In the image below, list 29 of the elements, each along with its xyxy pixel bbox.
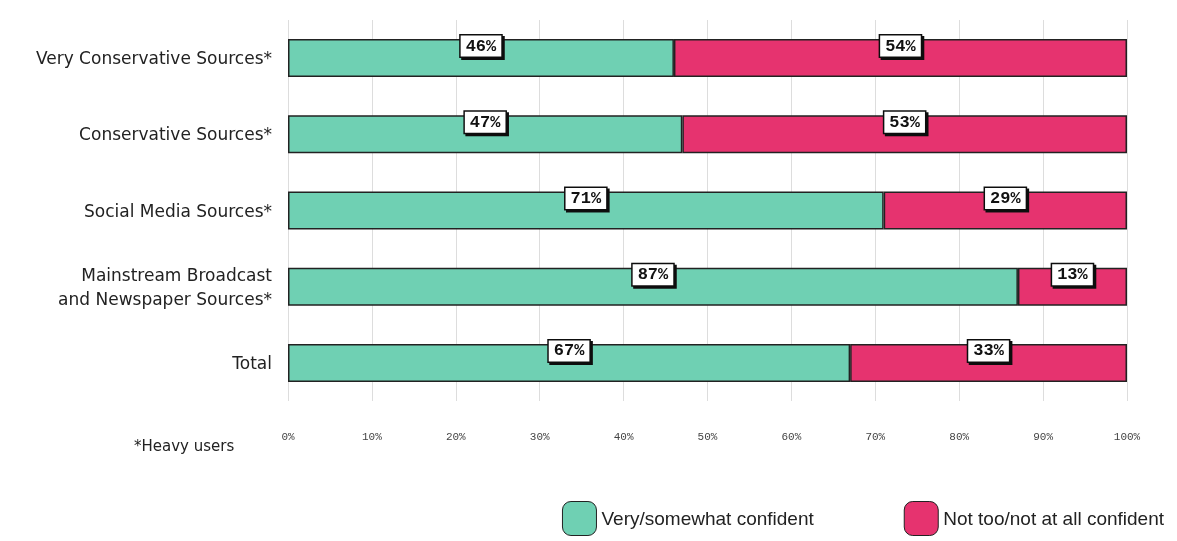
data-label: 67% <box>553 341 586 361</box>
x-tick-label: 70% <box>865 430 886 443</box>
data-label: 33% <box>973 341 1005 361</box>
legend-label: Very/somewhat confident <box>601 508 815 529</box>
data-label: 53% <box>889 112 921 132</box>
data-label: 54% <box>885 36 917 56</box>
x-tick-label: 30% <box>529 430 550 443</box>
data-label: 47% <box>469 112 502 132</box>
y-tick-label: Mainstream Broadcast and Newspaper Sources* <box>58 264 273 309</box>
x-tick-label: 10% <box>361 430 383 443</box>
text: *Heavy users <box>134 436 235 455</box>
legend-label: Not too/not at all confident <box>943 508 1165 529</box>
x-tick-label: 60% <box>781 430 802 443</box>
data-label: 46% <box>465 36 498 56</box>
y-tick-label: Social Media Sources* <box>83 200 272 221</box>
y-tick-label: Total <box>231 352 272 373</box>
data-label: 13% <box>1057 265 1089 285</box>
x-tick-label: 100% <box>1113 430 1141 443</box>
x-tick-label: 80% <box>949 430 970 443</box>
data-label: 87% <box>637 265 670 285</box>
y-tick-label: Conservative Sources* <box>79 124 272 145</box>
x-tick-label: 0% <box>281 430 295 443</box>
x-tick-label: 50% <box>697 430 718 443</box>
x-tick-label: 20% <box>445 430 467 443</box>
data-label: 29% <box>990 189 1022 208</box>
data-label: 71% <box>570 189 602 208</box>
y-tick-label: Very Conservative Sources* <box>35 48 272 69</box>
x-tick-label: 90% <box>1033 430 1054 443</box>
x-tick-label: 40% <box>613 430 634 443</box>
